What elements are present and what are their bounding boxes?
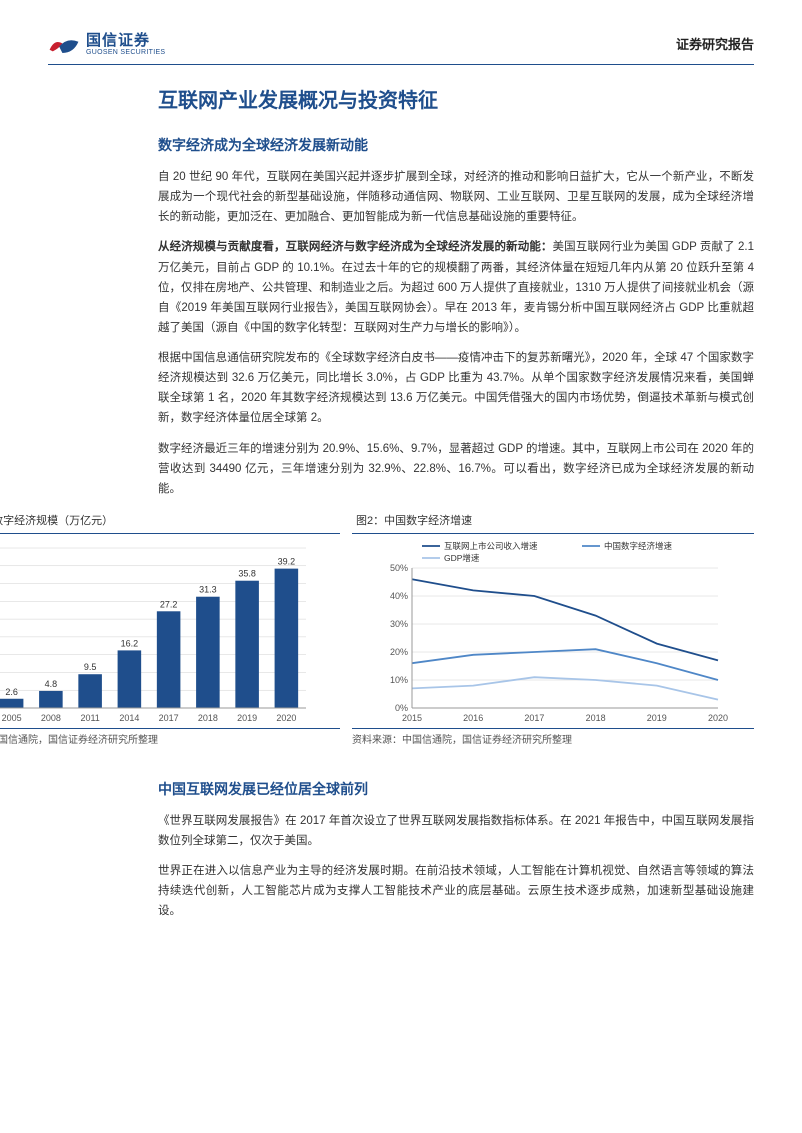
svg-text:9.5: 9.5 <box>84 662 97 672</box>
svg-text:31.3: 31.3 <box>199 585 217 595</box>
report-type-label: 证券研究报告 <box>676 34 754 55</box>
svg-text:0%: 0% <box>395 703 408 713</box>
svg-text:2020: 2020 <box>276 713 296 723</box>
svg-text:2.6: 2.6 <box>5 687 18 697</box>
svg-text:50%: 50% <box>390 563 408 573</box>
svg-text:2018: 2018 <box>586 713 606 723</box>
svg-text:2015: 2015 <box>402 713 422 723</box>
svg-text:30%: 30% <box>390 619 408 629</box>
svg-text:2019: 2019 <box>237 713 257 723</box>
page-header: 国信证券 GUOSEN SECURITIES 证券研究报告 <box>48 32 754 65</box>
chart1-container: 图1：中国数字经济规模（万亿元） 0510152025303540452.620… <box>0 509 340 750</box>
svg-text:2020: 2020 <box>708 713 728 723</box>
section1-p2: 从经济规模与贡献度看，互联网经济与数字经济成为全球经济发展的新动能：美国互联网行… <box>158 237 754 338</box>
svg-text:2018: 2018 <box>198 713 218 723</box>
section1-p2-rest: 美国互联网行业为美国 GDP 贡献了 2.1 万亿美元，目前占 GDP 的 10… <box>158 241 754 334</box>
svg-text:GDP增速: GDP增速 <box>444 553 480 563</box>
svg-text:35.8: 35.8 <box>238 569 256 579</box>
svg-text:2014: 2014 <box>119 713 139 723</box>
svg-text:2016: 2016 <box>463 713 483 723</box>
section2-heading: 中国互联网发展已经位居全球前列 <box>158 778 754 801</box>
section2-p1: 《世界互联网发展报告》在 2017 年首次设立了世界互联网发展指数指标体系。在 … <box>158 811 754 851</box>
svg-text:39.2: 39.2 <box>278 557 296 567</box>
svg-text:20%: 20% <box>390 647 408 657</box>
svg-text:10%: 10% <box>390 675 408 685</box>
guosen-logo-icon <box>48 32 80 58</box>
svg-text:40%: 40% <box>390 591 408 601</box>
section1-heading: 数字经济成为全球经济发展新动能 <box>158 134 754 157</box>
logo-block: 国信证券 GUOSEN SECURITIES <box>48 32 165 58</box>
chart2-line-chart: 互联网上市公司收入增速 中国数字经济增速 GDP增速 0% 10% 20% 30% 40% 50… <box>352 538 754 728</box>
chart1-title: 图1：中国数字经济规模（万亿元） <box>0 509 340 534</box>
svg-text:16.2: 16.2 <box>121 639 139 649</box>
svg-text:2011: 2011 <box>80 713 99 723</box>
main-title: 互联网产业发展概况与投资特征 <box>158 85 754 118</box>
section1-p4: 数字经济最近三年的增速分别为 20.9%、15.6%、9.7%，显著超过 GDP… <box>158 439 754 499</box>
section2-p2: 世界正在进入以信息产业为主导的经济发展时期。在前沿技术领域，人工智能在计算机视觉… <box>158 861 754 921</box>
section1-p3: 根据中国信息通信研究院发布的《全球数字经济白皮书——疫情冲击下的复苏新曙光》，2… <box>158 348 754 429</box>
chart1-source: 资料来源：中国信通院，国信证券经济研究所整理 <box>0 728 340 750</box>
svg-text:互联网上市公司收入增速: 互联网上市公司收入增速 <box>444 541 538 551</box>
logo-text-en: GUOSEN SECURITIES <box>86 49 165 57</box>
svg-text:4.8: 4.8 <box>45 679 58 689</box>
logo-text-cn: 国信证券 <box>86 33 165 50</box>
chart2-title: 图2：中国数字经济增速 <box>352 509 754 534</box>
chart2-source: 资料来源：中国信通院，国信证券经济研究所整理 <box>352 728 754 750</box>
section1-p2-lead: 从经济规模与贡献度看，互联网经济与数字经济成为全球经济发展的新动能： <box>158 241 553 253</box>
svg-text:27.2: 27.2 <box>160 599 178 609</box>
chart2-container: 图2：中国数字经济增速 互联网上市公司收入增速 中国数字经济增速 GDP增速 0% 10… <box>352 509 754 750</box>
chart1-bar-chart: 0510152025303540452.620054.820089.520111… <box>0 538 340 728</box>
svg-text:2008: 2008 <box>41 713 61 723</box>
svg-text:2017: 2017 <box>159 713 179 723</box>
svg-text:2017: 2017 <box>524 713 544 723</box>
section1-p1: 自 20 世纪 90 年代，互联网在美国兴起并逐步扩展到全球，对经济的推动和影响… <box>158 167 754 227</box>
svg-text:2005: 2005 <box>2 713 22 723</box>
svg-text:中国数字经济增速: 中国数字经济增速 <box>604 541 673 551</box>
svg-text:2019: 2019 <box>647 713 667 723</box>
